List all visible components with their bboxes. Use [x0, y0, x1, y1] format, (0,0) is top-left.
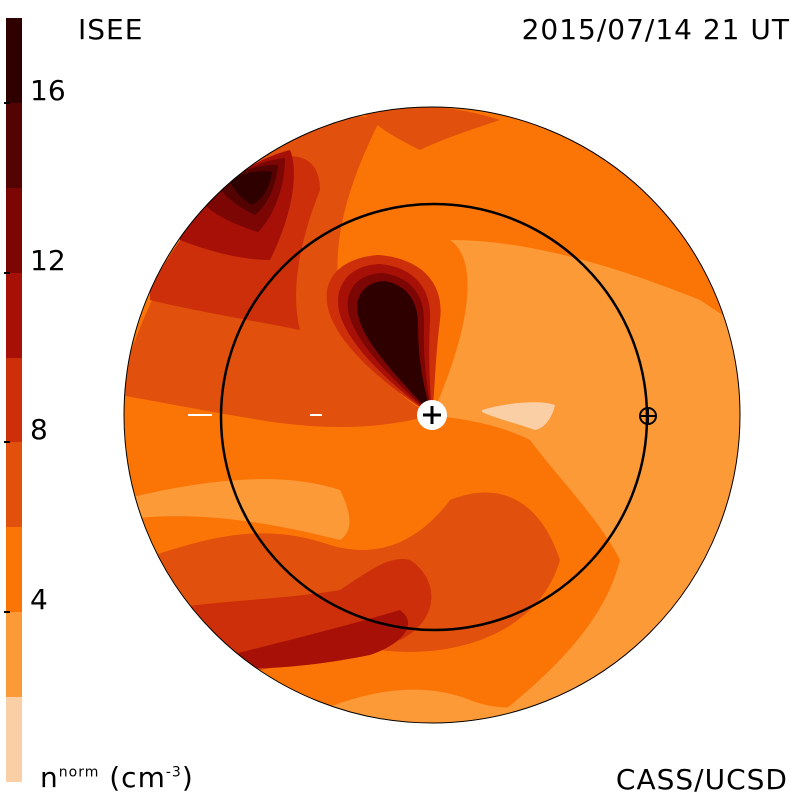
- colorbar-segment: [6, 697, 22, 782]
- source-label: ISEE: [78, 13, 144, 46]
- earth-marker: [639, 407, 657, 425]
- colorbar-segment: [6, 187, 22, 273]
- outer-boundary: [123, 106, 741, 724]
- colorbar: [6, 18, 22, 782]
- unit-superscript: norm: [58, 764, 100, 781]
- colorbar-segment: [6, 612, 22, 698]
- colorbar-unit-label: nnorm (cm-3): [40, 764, 194, 792]
- unit-paren: (cm: [109, 761, 166, 794]
- level-0-2-region-east: [482, 402, 555, 430]
- credit-label: CASS/UCSD: [615, 763, 788, 796]
- colorbar-segment: [6, 357, 22, 443]
- timestamp-label: 2015/07/14 21 UT: [521, 13, 790, 46]
- unit-close: ): [181, 761, 194, 794]
- colorbar-tick-label: 8: [30, 413, 48, 447]
- colorbar-segment: [6, 272, 22, 358]
- level-6-8-region-north: [360, 107, 500, 150]
- unit-exponent: -3: [165, 764, 182, 781]
- level-2-4-region-west: [124, 479, 350, 540]
- colorbar-segment: [6, 442, 22, 528]
- level-16-18-region-northwest: [230, 171, 272, 205]
- unit-base: n: [40, 761, 59, 794]
- colorbar-segment: [6, 18, 22, 103]
- colorbar-segment: [6, 527, 22, 613]
- colorbar-tick-label: 12: [30, 243, 66, 277]
- sun-marker: [417, 400, 447, 430]
- plume-level-16-18: [357, 281, 432, 415]
- colorbar-tick-mark: [4, 101, 10, 104]
- colorbar-tick-mark: [4, 611, 10, 614]
- colorbar-tick-mark: [4, 271, 10, 274]
- colorbar-tick-label: 16: [30, 73, 66, 107]
- colorbar-tick-label: 4: [30, 583, 48, 617]
- density-plume: [326, 255, 441, 415]
- density-contour-map: [124, 107, 740, 723]
- level-10-12-region-south: [230, 610, 409, 669]
- colorbar-tick-mark: [4, 441, 10, 444]
- colorbar-segment: [6, 102, 22, 188]
